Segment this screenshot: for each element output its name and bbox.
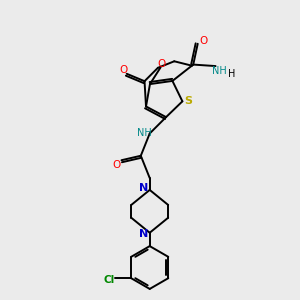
Text: NH: NH <box>212 65 226 76</box>
Text: O: O <box>199 36 207 46</box>
Text: N: N <box>139 229 148 239</box>
Text: O: O <box>119 65 127 75</box>
Text: Cl: Cl <box>104 275 115 285</box>
Text: O: O <box>157 59 166 69</box>
Text: NH: NH <box>137 128 152 139</box>
Text: H: H <box>228 69 236 80</box>
Text: S: S <box>184 96 192 106</box>
Text: N: N <box>139 184 148 194</box>
Text: O: O <box>112 160 120 170</box>
